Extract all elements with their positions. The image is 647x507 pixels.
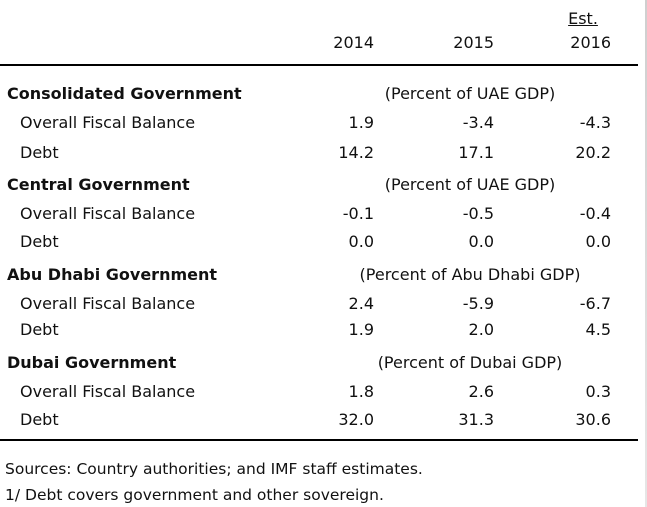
cell: 1.9 — [348, 320, 374, 339]
cell: 20.2 — [575, 143, 611, 162]
section-title: Consolidated Government — [7, 84, 242, 103]
cell: 14.2 — [338, 143, 374, 162]
section-unit: (Percent of Dubai GDP) — [377, 353, 563, 372]
cell: 17.1 — [458, 143, 494, 162]
cell: 32.0 — [338, 410, 374, 429]
year-header-2016: 2016 — [570, 33, 611, 52]
cell: -0.1 — [342, 204, 374, 223]
cell: -0.4 — [579, 204, 611, 223]
section-unit: (Percent of UAE GDP) — [384, 175, 556, 194]
cell: 0.3 — [585, 382, 611, 401]
cell: 0.0 — [468, 232, 494, 251]
row-label: Debt — [20, 143, 59, 162]
header-rule — [0, 64, 638, 66]
year-header-2014: 2014 — [333, 33, 374, 52]
year-header-2015: 2015 — [453, 33, 494, 52]
cell: 4.5 — [585, 320, 611, 339]
footnote-sources: Sources: Country authorities; and IMF st… — [5, 460, 423, 478]
row-label: Debt — [20, 320, 59, 339]
cell: -6.7 — [579, 294, 611, 313]
section-title: Dubai Government — [7, 353, 177, 372]
section-title: Abu Dhabi Government — [7, 265, 218, 284]
row-label: Overall Fiscal Balance — [20, 382, 196, 401]
cell: -4.3 — [579, 113, 611, 132]
cell: 1.8 — [348, 382, 374, 401]
cell: -3.4 — [462, 113, 494, 132]
section-unit: (Percent of Abu Dhabi GDP) — [359, 265, 581, 284]
cell: -0.5 — [462, 204, 494, 223]
cell: 2.6 — [468, 382, 494, 401]
cell: 2.4 — [348, 294, 374, 313]
cell: 2.0 — [468, 320, 494, 339]
section-unit: (Percent of UAE GDP) — [384, 84, 556, 103]
cell: 0.0 — [585, 232, 611, 251]
cell: 1.9 — [348, 113, 374, 132]
cell: 31.3 — [458, 410, 494, 429]
row-label: Debt — [20, 232, 59, 251]
row-label: Overall Fiscal Balance — [20, 113, 196, 132]
cell: -5.9 — [462, 294, 494, 313]
footnote-debt: 1/ Debt covers government and other sove… — [5, 486, 384, 504]
row-label: Overall Fiscal Balance — [20, 204, 196, 223]
cell: 30.6 — [575, 410, 611, 429]
row-label: Overall Fiscal Balance — [20, 294, 196, 313]
estimate-label: Est. — [568, 9, 598, 28]
cell: 0.0 — [348, 232, 374, 251]
row-label: Debt — [20, 410, 59, 429]
page-edge — [645, 0, 647, 507]
bottom-rule — [0, 439, 638, 441]
section-title: Central Government — [7, 175, 190, 194]
